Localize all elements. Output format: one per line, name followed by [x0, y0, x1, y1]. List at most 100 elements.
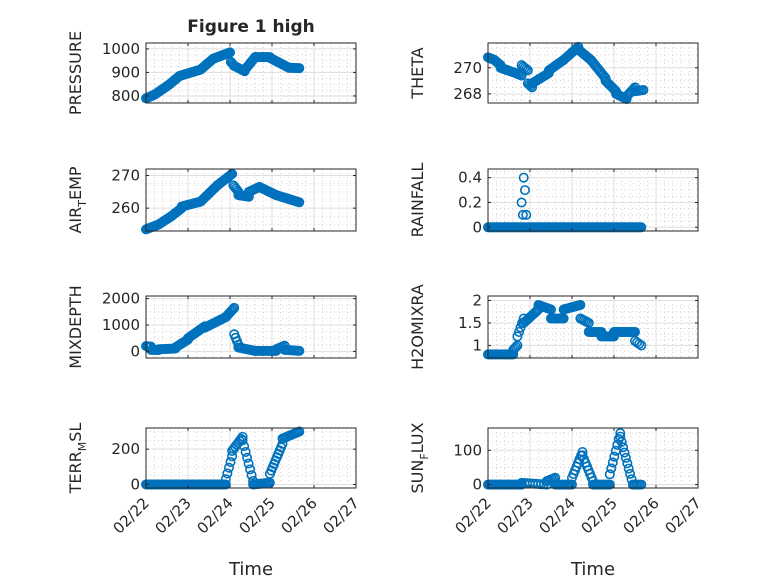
y-tick-label: 1000 [102, 316, 140, 334]
y-tick-label: 200 [111, 440, 140, 458]
data-point [516, 197, 527, 208]
y-axis-label: PRESSURE [66, 31, 85, 115]
panel-title: Figure 1 high [187, 17, 315, 37]
y-tick-label: 268 [453, 85, 482, 103]
series-markers [482, 299, 647, 360]
data-point [294, 197, 305, 208]
data-point [245, 464, 256, 475]
y-axis-label: H2OMIXRA [408, 284, 427, 370]
data-point [227, 168, 238, 179]
axes-box [145, 42, 357, 104]
axes-box [487, 42, 699, 104]
panel-terr-msl: 0 200 TERRMSL 02/2202/2302/2402/2502/2602/2… [66, 423, 363, 580]
y-tick-label: 1 [472, 336, 482, 354]
axes-box [487, 295, 699, 359]
series-markers [141, 168, 305, 235]
data-point [243, 458, 254, 469]
data-point [510, 341, 521, 352]
panel-theta: 268 270 THETA [408, 41, 699, 105]
y-tick-label: 270 [453, 59, 482, 77]
data-point [521, 209, 532, 220]
panel-pressure: 800 900 1000 PRESSURE Figure 1 high [66, 17, 357, 115]
data-point [294, 426, 305, 437]
y-tick-label: 0 [130, 342, 140, 360]
data-point [620, 452, 631, 463]
data-point [604, 469, 615, 480]
x-tick-label: 02/26 [278, 494, 321, 537]
data-point [246, 470, 257, 481]
data-point [518, 172, 529, 183]
data-point [513, 326, 524, 337]
x-tick-label: 02/27 [320, 494, 363, 537]
y-tick-label: 1000 [102, 40, 140, 58]
axes-box [487, 168, 699, 232]
data-point [294, 63, 305, 74]
x-tick-label: 02/25 [578, 494, 621, 537]
data-point [625, 468, 636, 479]
series-markers [141, 47, 305, 104]
data-point [220, 479, 231, 490]
data-point [240, 446, 251, 457]
data-point [636, 479, 647, 490]
x-tick-label: 02/22 [110, 494, 153, 537]
data-point [609, 451, 620, 462]
panel-air-temp: 260 270 AIRTEMP [66, 166, 357, 235]
data-point [604, 479, 615, 490]
x-tick-label: 02/23 [494, 494, 537, 537]
series-markers [141, 302, 305, 356]
plot-area [488, 169, 698, 231]
data-point [239, 441, 250, 452]
x-tick-label: 02/25 [236, 494, 279, 537]
y-axis-label: SUNFLUX [408, 422, 431, 493]
y-axis-label: THETA [408, 47, 427, 99]
y-axis-label: MIXDEPTH [66, 285, 85, 368]
data-point [228, 304, 239, 315]
y-tick-label: 2 [472, 291, 482, 309]
y-tick-label: 2000 [102, 290, 140, 308]
x-axis-label: Time [228, 559, 273, 580]
x-tick-label: 02/24 [536, 494, 579, 537]
data-point [615, 431, 626, 442]
axes-box [145, 168, 357, 232]
y-tick-label: 270 [111, 167, 140, 185]
data-point [229, 302, 240, 313]
x-tick-label: 02/26 [620, 494, 663, 537]
y-tick-label: 0 [130, 475, 140, 493]
data-point [618, 442, 629, 453]
data-point [619, 447, 630, 458]
data-point [634, 338, 645, 349]
x-tick-label: 02/27 [662, 494, 705, 537]
data-point [636, 340, 647, 351]
data-point [237, 431, 248, 442]
y-tick-label: 800 [111, 87, 140, 105]
data-point [521, 64, 532, 75]
series-markers [482, 428, 647, 490]
y-tick-label: 260 [111, 199, 140, 217]
x-tick-label: 02/23 [152, 494, 195, 537]
panel-mixdepth: 0 1000 2000 MIXDEPTH [66, 285, 357, 369]
y-tick-label: 0 [472, 476, 482, 494]
y-axis-label: TERRMSL [66, 423, 89, 495]
data-point [242, 452, 253, 463]
panel-sun-flux: 0 100 SUNFLUX 02/2202/2302/2402/2502/2602/2… [408, 422, 705, 580]
axes-box [145, 427, 357, 489]
data-point [225, 47, 236, 58]
data-point [225, 456, 236, 467]
y-tick-label: 0.4 [458, 169, 482, 187]
data-point [517, 209, 528, 220]
data-point [237, 435, 248, 446]
data-point [566, 479, 577, 490]
data-point [222, 468, 233, 479]
axes-box [487, 427, 699, 489]
panel-rainfall: 0 0.2 0.4 RAINFALL [408, 163, 699, 237]
data-point [294, 345, 305, 356]
data-point [622, 458, 633, 469]
data-point [522, 65, 533, 76]
data-point [577, 446, 588, 457]
data-point [623, 463, 634, 474]
panel-h2omixra: 1 1.5 2 H2OMIXRA [408, 284, 699, 370]
y-axis-label: AIRTEMP [66, 166, 89, 233]
data-point [509, 343, 520, 354]
series-markers [482, 41, 649, 105]
